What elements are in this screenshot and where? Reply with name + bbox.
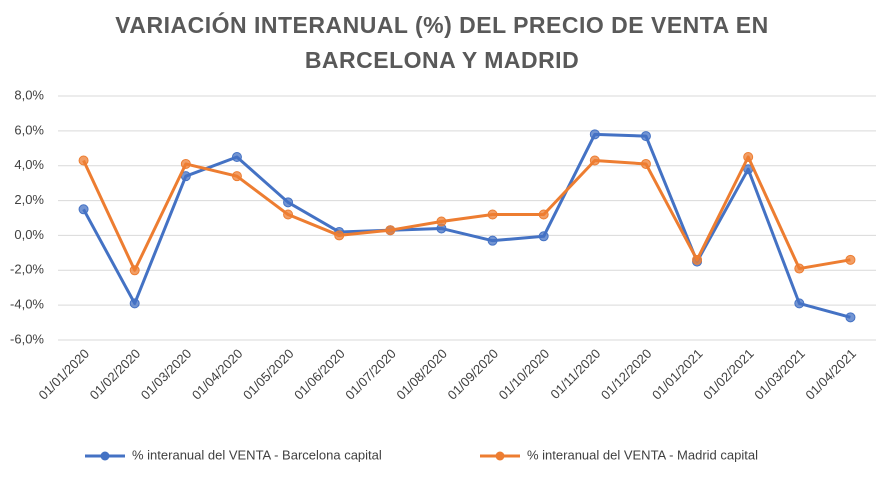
x-tick-label: 01/09/2020 — [444, 346, 501, 403]
point-marker — [845, 312, 856, 323]
point-marker — [231, 152, 242, 162]
y-tick-label: -4,0% — [10, 297, 44, 312]
point-marker — [231, 171, 242, 182]
point-marker — [385, 225, 396, 236]
point-marker — [436, 216, 447, 227]
y-tick-label: 2,0% — [14, 192, 44, 207]
chart-title: VARIACIÓN INTERANUAL (%) DEL PRECIO DE V… — [115, 12, 769, 73]
x-tick-label: 01/05/2020 — [240, 346, 297, 403]
point-marker — [743, 152, 754, 162]
x-tick-label: 01/07/2020 — [342, 346, 399, 403]
y-tick-label: -6,0% — [10, 331, 44, 346]
point-marker — [538, 209, 549, 220]
point-marker — [180, 158, 191, 169]
point-marker — [692, 254, 703, 265]
x-tick-label: 01/08/2020 — [393, 346, 450, 403]
y-tick-label: 4,0% — [14, 157, 44, 172]
point-marker — [78, 204, 89, 215]
x-tick-label: 01/01/2020 — [35, 346, 92, 403]
point-marker — [487, 235, 498, 246]
point-marker — [538, 231, 549, 242]
x-tick-label: 01/10/2020 — [496, 346, 553, 403]
y-tick-label: 8,0% — [14, 87, 44, 102]
x-tick-label: 01/01/2021 — [649, 346, 706, 403]
point-marker — [794, 263, 805, 274]
point-marker — [640, 158, 651, 169]
point-marker — [640, 131, 651, 142]
x-tick-label: 01/12/2020 — [598, 346, 655, 403]
x-tick-label: 01/04/2020 — [189, 346, 246, 403]
point-marker — [589, 129, 600, 140]
x-tick-label: 01/04/2021 — [802, 346, 859, 403]
legend-marker — [495, 451, 505, 461]
point-marker — [129, 298, 140, 309]
x-tick-label: 01/11/2020 — [547, 346, 603, 402]
legend-label: % interanual del VENTA - Madrid capital — [527, 447, 758, 462]
x-tick-label: 01/02/2020 — [87, 346, 144, 403]
series-line — [82, 155, 851, 272]
series-line — [82, 132, 851, 319]
point-marker — [794, 298, 805, 309]
x-tick-label: 01/06/2020 — [291, 346, 348, 403]
point-marker — [283, 209, 294, 220]
x-tick-label: 01/03/2020 — [138, 346, 195, 403]
x-tick-label: 01/03/2021 — [751, 346, 808, 403]
point-marker — [845, 254, 856, 265]
point-marker — [283, 197, 294, 208]
y-tick-label: 6,0% — [14, 122, 44, 137]
point-marker — [487, 209, 498, 220]
legend-marker — [100, 451, 110, 461]
legend-label: % interanual del VENTA - Barcelona capit… — [132, 447, 382, 462]
y-tick-label: -2,0% — [10, 262, 44, 277]
point-marker — [589, 155, 600, 166]
point-marker — [334, 230, 345, 241]
point-marker — [129, 265, 140, 276]
x-tick-label: 01/02/2021 — [700, 346, 757, 403]
point-marker — [78, 155, 89, 166]
y-tick-label: 0,0% — [14, 227, 44, 242]
